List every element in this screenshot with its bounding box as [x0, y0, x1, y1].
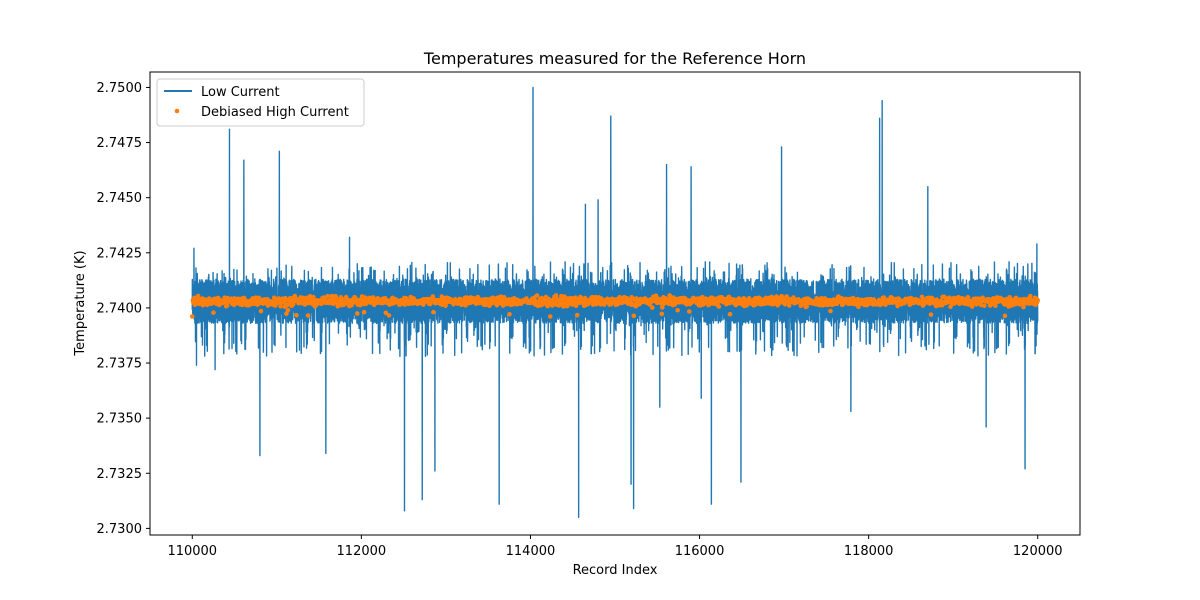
legend: Low Current Debiased High Current — [156, 78, 365, 127]
high-current-point — [507, 311, 512, 317]
legend-low-current-label: Low Current — [201, 85, 280, 100]
high-current-point — [667, 293, 673, 298]
high-current-point — [993, 303, 998, 309]
x-tick-label: 118000 — [844, 544, 894, 559]
plot-area — [189, 86, 1041, 519]
y-tick-label: 2.7425 — [97, 246, 143, 261]
high-current-point — [189, 314, 195, 319]
high-current-point — [383, 310, 389, 316]
high-current-point — [746, 295, 752, 301]
legend-high-current-label: Debiased High Current — [201, 105, 349, 120]
high-current-point — [325, 293, 330, 299]
high-current-point — [1035, 298, 1041, 303]
y-tick-label: 2.7325 — [97, 467, 143, 482]
high-current-point — [258, 308, 264, 314]
x-axis: 110000 112000 114000 116000 118000 120000 — [167, 535, 1063, 559]
high-current-point — [305, 313, 311, 318]
plot-frame — [149, 71, 1081, 536]
high-current-point — [294, 312, 299, 318]
high-current-point — [534, 293, 540, 298]
high-current-point — [798, 303, 804, 309]
high-current-point — [744, 302, 750, 308]
series-high-current — [189, 293, 1041, 319]
high-current-point — [649, 305, 655, 310]
y-tick-label: 2.7400 — [97, 301, 143, 316]
y-tick-label: 2.7475 — [97, 136, 143, 151]
high-current-point — [195, 293, 201, 299]
legend-high-current-swatch — [174, 108, 180, 114]
y-tick-label: 2.7375 — [97, 357, 143, 372]
x-axis-title: Record Index — [573, 563, 658, 578]
high-current-point — [716, 304, 722, 309]
high-current-point — [278, 303, 283, 309]
x-tick-label: 120000 — [1013, 544, 1063, 559]
high-current-point — [659, 311, 665, 317]
high-current-point — [539, 295, 545, 301]
high-current-point — [354, 311, 360, 316]
high-current-point — [301, 295, 306, 301]
chart-title: Temperatures measured for the Reference … — [423, 49, 806, 68]
high-current-point — [828, 308, 833, 314]
high-current-point — [361, 309, 367, 315]
high-current-point — [982, 303, 987, 309]
high-current-point — [895, 303, 900, 309]
high-current-point — [974, 302, 979, 307]
high-current-point — [1028, 293, 1033, 299]
high-current-point — [631, 313, 637, 319]
high-current-point — [430, 294, 436, 299]
y-tick-label: 2.7500 — [97, 81, 143, 96]
high-current-point — [343, 294, 349, 300]
high-current-point — [919, 294, 925, 300]
high-current-point — [224, 303, 230, 308]
x-tick-label: 112000 — [337, 544, 387, 559]
high-current-point — [574, 312, 580, 318]
high-current-point — [727, 311, 733, 317]
high-current-point — [256, 295, 262, 301]
high-current-point — [285, 308, 291, 313]
high-current-point — [431, 309, 436, 315]
high-current-point — [779, 293, 785, 299]
high-current-point — [553, 293, 559, 298]
high-current-point — [965, 294, 971, 300]
high-current-point — [386, 313, 392, 318]
high-current-point — [271, 295, 277, 301]
high-current-point — [786, 303, 792, 308]
high-current-point — [1021, 304, 1026, 310]
y-tick-label: 2.7450 — [97, 191, 143, 206]
high-current-point — [211, 310, 216, 315]
high-current-point — [686, 309, 692, 314]
high-current-point — [834, 301, 840, 307]
y-axis: 2.7300 2.7325 2.7350 2.7375 2.7400 2.7425 2.74… — [97, 81, 150, 537]
x-tick-label: 114000 — [506, 544, 556, 559]
x-tick-label: 116000 — [675, 544, 725, 559]
legend-box — [156, 78, 365, 127]
x-tick-label: 110000 — [167, 544, 217, 559]
high-current-point — [675, 307, 680, 313]
high-current-point — [463, 303, 468, 308]
y-tick-label: 2.7300 — [97, 522, 143, 537]
high-current-point — [547, 314, 553, 319]
high-current-point — [928, 312, 934, 317]
high-current-point — [1002, 313, 1008, 319]
y-axis-title: Temperature (K) — [73, 250, 88, 356]
y-tick-label: 2.7350 — [97, 412, 143, 427]
high-current-point — [969, 304, 975, 309]
